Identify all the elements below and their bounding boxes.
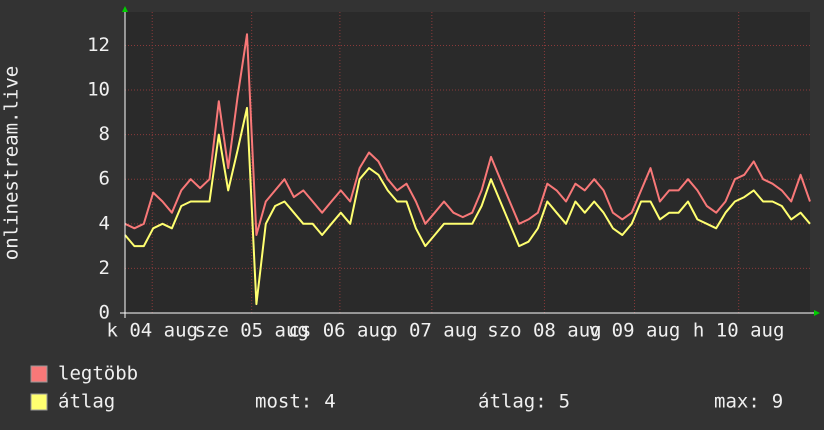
y-tick-label: 8: [99, 123, 110, 145]
series-line: [124, 33, 811, 236]
y-tick-label: 0: [99, 302, 110, 324]
x-tick-label: p 07 aug: [386, 320, 478, 342]
y-axis-label: onlinestream.live: [1, 66, 23, 260]
y-arrow: [122, 6, 128, 12]
legend-label: legtöbb: [58, 363, 138, 385]
y-tick-label: 10: [87, 79, 110, 101]
series-line: [124, 106, 811, 306]
y-tick-label: 12: [87, 34, 110, 56]
x-tick-label: sze 05 aug: [194, 320, 308, 342]
stat-value: 5: [559, 391, 570, 413]
x-tick-label: v 09 aug: [589, 320, 681, 342]
x-tick-label: cs 06 aug: [288, 320, 391, 342]
legend-label: átlag: [58, 391, 115, 413]
y-tick-label: 6: [99, 168, 110, 190]
x-arrow: [814, 310, 820, 316]
x-tick-label: h 10 aug: [693, 320, 785, 342]
stat-label: most:: [255, 391, 312, 413]
legend-swatch: [30, 365, 48, 383]
y-tick-label: 4: [99, 212, 110, 234]
stat-value: 4: [324, 391, 335, 413]
y-tick-label: 2: [99, 257, 110, 279]
x-tick-label: szo 08 aug: [487, 320, 601, 342]
x-tick-label: k 04 aug: [106, 320, 198, 342]
stat-label: átlag:: [478, 391, 547, 413]
stat-label: max:: [714, 391, 760, 413]
legend-swatch: [30, 393, 48, 411]
plot-area: [125, 12, 810, 313]
stat-value: 9: [772, 391, 783, 413]
